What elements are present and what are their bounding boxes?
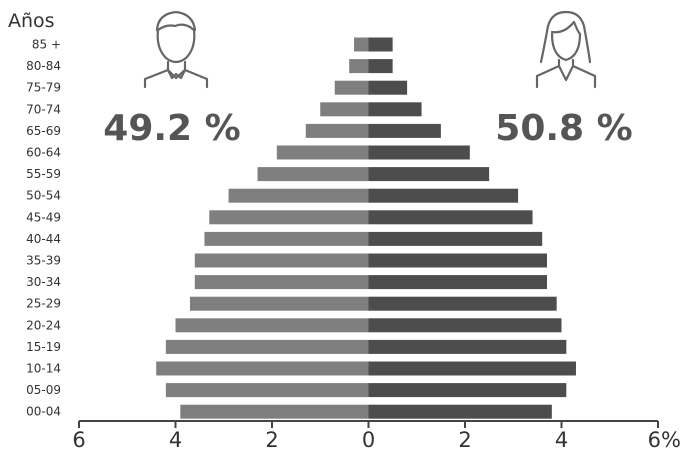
bar-left-8 [209,210,369,225]
bar-left-6 [257,167,369,182]
right-series [368,37,576,419]
female-percentage: 50.8 % [495,108,632,149]
y-axis-title: Años [8,10,55,32]
bar-left-3 [320,102,369,117]
bar-right-9 [368,231,543,246]
bar-right-2 [368,80,408,95]
bar-left-1 [349,59,369,74]
bar-left-16 [165,383,369,398]
bar-right-11 [368,275,548,290]
age-label-10: 35-39 [26,254,61,268]
age-label-4: 65-69 [26,124,61,138]
bar-right-1 [368,59,393,74]
age-label-6: 55-59 [26,167,61,181]
woman-icon [535,10,597,89]
age-label-1: 80-84 [26,59,61,73]
bar-right-12 [368,296,557,311]
x-tick-label-0: 6 [72,428,85,450]
bar-left-17 [180,404,369,419]
age-label-8: 45-49 [26,210,61,224]
x-tick-label-4: 2 [458,428,471,450]
bar-right-6 [368,167,490,182]
bar-left-5 [276,145,369,160]
bar-left-2 [334,80,369,95]
bar-right-14 [368,339,567,354]
age-label-5: 60-64 [26,146,61,160]
bar-left-4 [305,123,369,138]
x-tick-label-1: 4 [169,428,182,450]
bar-right-0 [368,37,393,52]
bar-left-15 [156,361,369,376]
bar-left-12 [189,296,369,311]
bar-left-13 [175,318,369,333]
age-label-17: 00-04 [26,405,61,419]
age-labels: 85 + 80-84 75-79 70-74 65-69 60-64 55-59 50-54 4… [26,38,61,419]
bar-right-10 [368,253,548,268]
age-label-3: 70-74 [26,102,61,116]
bar-right-4 [368,123,441,138]
bar-left-11 [194,275,369,290]
bar-right-3 [368,102,422,117]
age-label-15: 10-14 [26,362,61,376]
bar-left-10 [194,253,369,268]
age-label-16: 05-09 [26,383,61,397]
x-tick-label-2: 2 [265,428,278,450]
bar-right-8 [368,210,533,225]
age-label-9: 40-44 [26,232,61,246]
age-label-0: 85 + [32,38,61,52]
bar-left-7 [228,188,369,203]
age-label-7: 50-54 [26,189,61,203]
age-label-13: 20-24 [26,318,61,332]
age-label-2: 75-79 [26,81,61,95]
x-tick-label-6: 6% [648,428,681,450]
x-tick-label-5: 4 [555,428,568,450]
left-series [156,37,369,419]
bar-right-7 [368,188,519,203]
age-label-11: 30-34 [26,275,61,289]
bar-right-15 [368,361,576,376]
man-icon [143,10,209,89]
bar-left-0 [354,37,369,52]
bar-right-13 [368,318,562,333]
bar-right-5 [368,145,470,160]
male-percentage: 49.2 % [103,108,240,149]
bar-left-9 [204,231,369,246]
bar-right-17 [368,404,552,419]
age-label-12: 25-29 [26,297,61,311]
x-axis-ticks: 6 4 2 0 2 4 6% [72,421,681,450]
bar-right-16 [368,383,567,398]
bar-left-14 [165,339,369,354]
age-label-14: 15-19 [26,340,61,354]
x-tick-label-3: 0 [362,428,375,450]
